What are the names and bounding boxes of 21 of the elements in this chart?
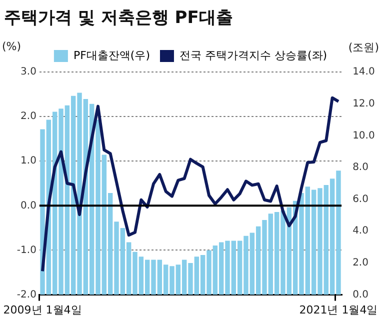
- y-tick-label: 2.0: [20, 111, 36, 122]
- y2-tick-label: 10.0: [352, 130, 375, 142]
- legend-label: 전국 주택가격지수 상승률(좌): [179, 48, 328, 62]
- y-tick-label: 3.0: [20, 66, 36, 78]
- y2-tick-label: 14.0: [352, 66, 375, 78]
- y-axis-title: (%): [2, 40, 22, 53]
- chart-title: 주택가격 및 저축은행 PF대출: [4, 7, 233, 29]
- y2-tick-label: 12.0: [352, 98, 375, 110]
- x-tick-label: 2009년 1월4일: [3, 303, 82, 316]
- x-tick-label: 2021년 1월4일: [299, 303, 378, 316]
- y2-tick-label: 2.0: [352, 258, 368, 269]
- y2-tick-label: 8.0: [352, 162, 368, 174]
- y-tick-label: -1.0: [16, 244, 36, 256]
- y-tick-label: -2.0: [16, 289, 36, 300]
- y2-tick-label: 0.0: [352, 289, 368, 300]
- y2-tick-label: 4.0: [352, 226, 368, 237]
- y-tick-label: 1.0: [20, 156, 36, 167]
- legend-label: PF대출잔액(우): [73, 48, 150, 62]
- y2-tick-label: 6.0: [352, 194, 368, 205]
- y-tick-label: 0.0: [20, 200, 36, 212]
- y2-axis-title: (조원): [348, 40, 379, 55]
